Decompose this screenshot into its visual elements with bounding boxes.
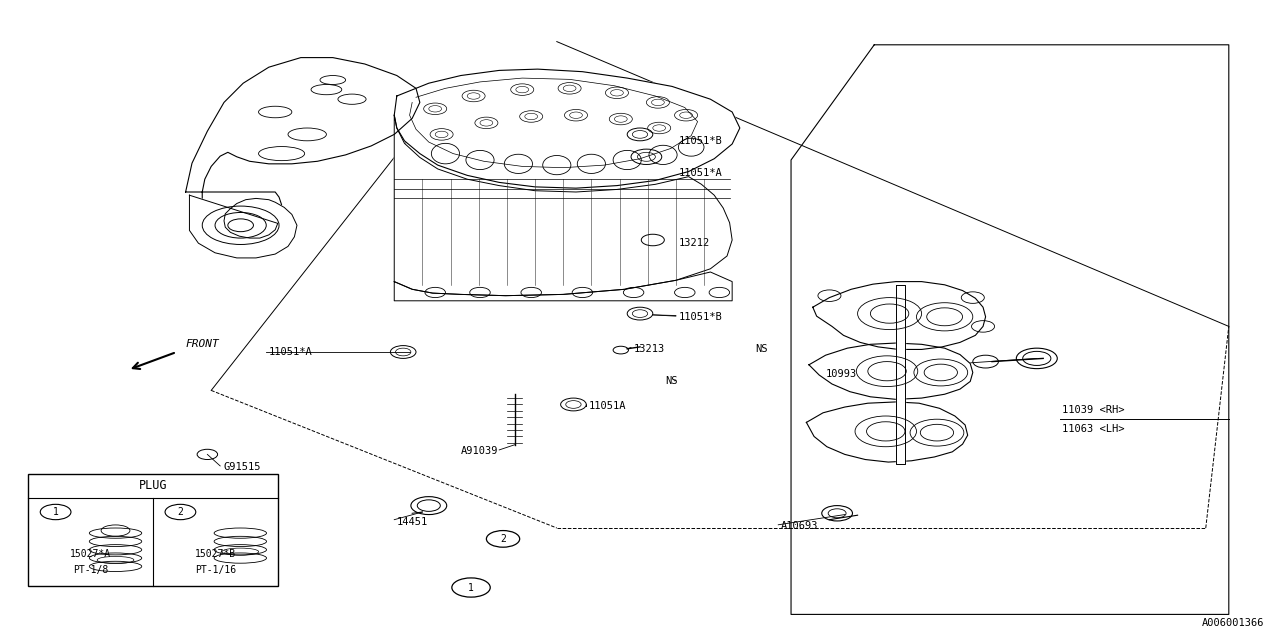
Polygon shape [813,282,986,349]
Polygon shape [394,69,740,188]
Polygon shape [809,343,973,399]
Polygon shape [189,195,297,258]
Bar [28,474,278,586]
Text: 1: 1 [468,582,474,593]
Text: FRONT: FRONT [186,339,219,349]
Text: 11039 <RH>: 11039 <RH> [1062,404,1125,415]
Text: 15027*A: 15027*A [70,548,111,559]
Text: NS: NS [755,344,768,354]
Text: 11063 <LH>: 11063 <LH> [1062,424,1125,434]
Polygon shape [806,402,968,462]
Text: 13212: 13212 [678,238,709,248]
Text: 10993: 10993 [826,369,856,380]
Text: NS: NS [666,376,678,386]
Text: PLUG: PLUG [138,479,168,492]
Text: PT-1/8: PT-1/8 [73,564,109,575]
Text: PT-1/16: PT-1/16 [195,564,236,575]
Text: A10693: A10693 [781,521,818,531]
Polygon shape [896,285,905,464]
Text: 15027*B: 15027*B [195,548,236,559]
Text: 11051A: 11051A [589,401,626,412]
Text: A91039: A91039 [461,446,498,456]
Text: 2: 2 [500,534,506,544]
Text: 14451: 14451 [397,516,428,527]
Text: 11051*A: 11051*A [269,347,312,357]
Text: 13213: 13213 [634,344,664,354]
Text: 2: 2 [178,507,183,517]
Text: 11051*B: 11051*B [678,136,722,146]
Text: 11051*B: 11051*B [678,312,722,322]
Polygon shape [394,115,732,296]
Text: 1: 1 [52,507,59,517]
Text: G91515: G91515 [224,462,261,472]
Polygon shape [186,58,420,223]
Polygon shape [394,272,732,301]
Text: 11051*A: 11051*A [678,168,722,178]
Text: A006001366: A006001366 [1202,618,1265,628]
